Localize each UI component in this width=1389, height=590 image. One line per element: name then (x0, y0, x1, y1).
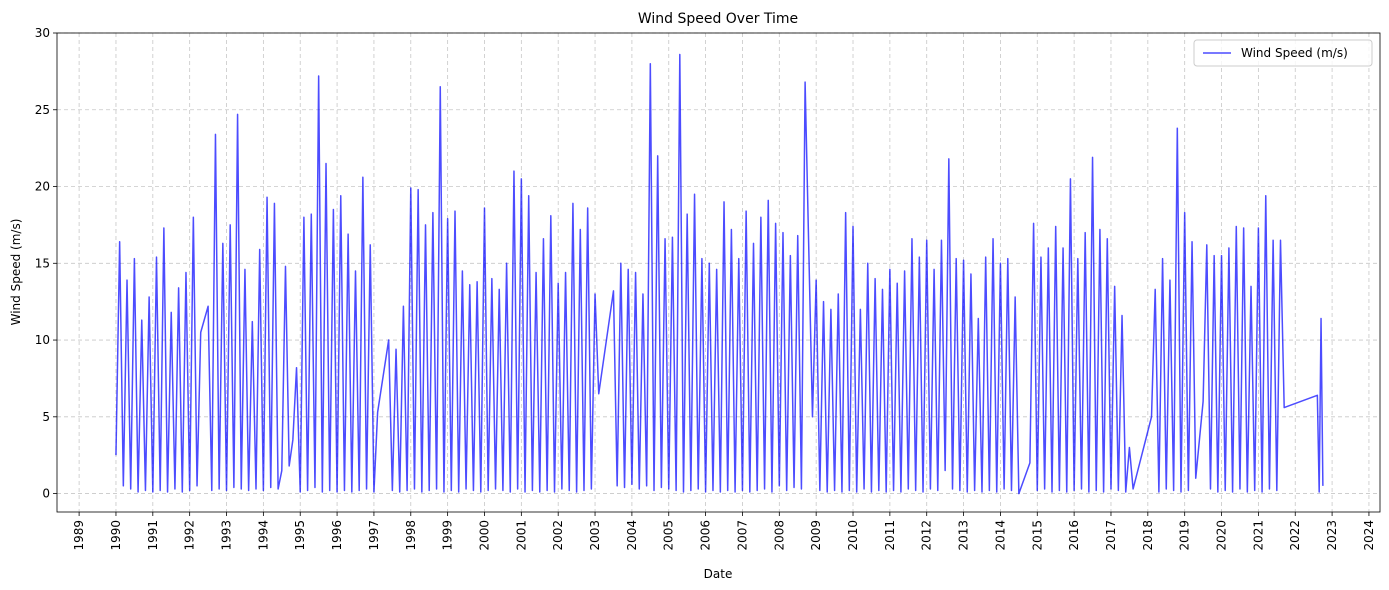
legend-box (1193, 39, 1373, 67)
x-tick-label: 2010 (846, 520, 860, 551)
x-tick-label: 2015 (1030, 520, 1044, 551)
x-tick-label: 2001 (514, 520, 528, 551)
x-tick-label: 2000 (477, 520, 491, 551)
x-tick-label: 2002 (551, 520, 565, 551)
y-tick-label: 10 (35, 333, 50, 347)
legend: Wind Speed (m/s) (1193, 39, 1373, 67)
data-line (115, 53, 1324, 495)
x-tick-label: 2011 (883, 520, 897, 551)
x-tick-label: 1996 (330, 520, 344, 551)
x-tick-label: 2020 (1215, 520, 1229, 551)
x-tick-label: 2006 (699, 520, 713, 551)
x-tick-label: 2013 (957, 520, 971, 551)
x-tick-label: 2023 (1325, 520, 1339, 551)
x-tick-label: 2004 (625, 520, 639, 551)
x-tick-label: 2022 (1288, 520, 1302, 551)
y-tick-label: 0 (42, 487, 50, 501)
y-tick-label: 20 (35, 180, 50, 194)
x-tick-label: 2018 (1141, 520, 1155, 551)
x-tick-label: 2014 (993, 520, 1007, 551)
x-tick-label: 1995 (293, 520, 307, 551)
y-tick-label: 30 (35, 26, 50, 40)
x-tick-label: 2012 (920, 520, 934, 551)
x-tick-label: 2021 (1251, 520, 1265, 551)
x-tick-label: 1998 (404, 520, 418, 551)
x-tick-label: 1994 (256, 520, 270, 551)
x-tick-label: 2007 (735, 520, 749, 551)
x-axis-label: Date (704, 567, 733, 581)
y-axis-label: Wind Speed (m/s) (9, 219, 23, 326)
x-tick-label: 1991 (146, 520, 160, 551)
plot-frame (56, 32, 1381, 513)
chart-title: Wind Speed Over Time (638, 11, 798, 27)
x-tick-label: 1990 (109, 520, 123, 551)
x-tick-label: 1989 (72, 520, 86, 551)
y-tick-label: 15 (35, 256, 50, 270)
y-tick-label: 25 (35, 103, 50, 117)
x-tick-label: 1999 (441, 520, 455, 551)
x-tick-label: 1993 (220, 520, 234, 551)
x-tick-label: 2005 (662, 520, 676, 551)
x-tick-label: 2003 (588, 520, 602, 551)
x-tick-label: 2019 (1178, 520, 1192, 551)
y-tick-label: 5 (42, 410, 50, 424)
x-tick-label: 1997 (367, 520, 381, 551)
x-tick-label: 2017 (1104, 520, 1118, 551)
x-tick-label: 2009 (809, 520, 823, 551)
legend-label: Wind Speed (m/s) (1241, 46, 1348, 60)
x-tick-label: 2024 (1362, 520, 1376, 551)
x-tick-label: 2008 (772, 520, 786, 551)
x-tick-label: 2016 (1067, 520, 1081, 551)
x-tick-label: 1992 (183, 520, 197, 551)
